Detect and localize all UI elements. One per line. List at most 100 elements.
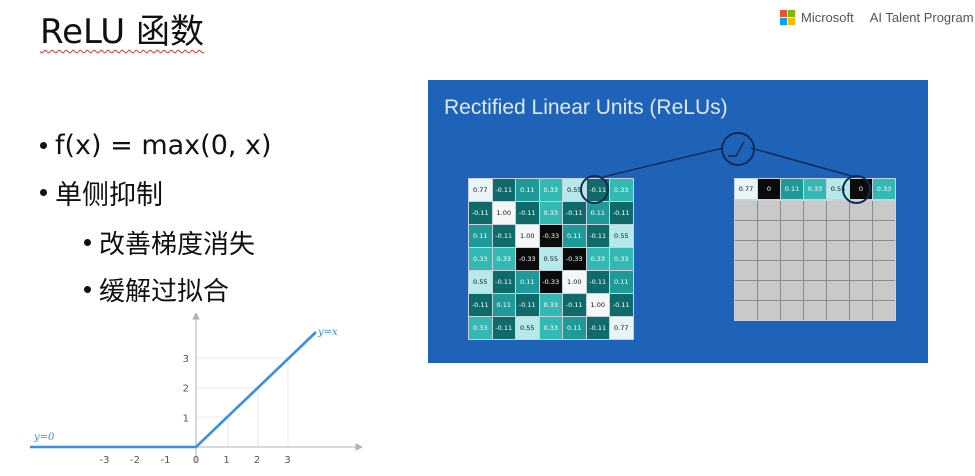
bullet-dot-icon [84, 239, 91, 246]
sub-bullet-item: 改善梯度消失 [84, 224, 272, 261]
empty-matrix-cell [850, 301, 872, 320]
matrix-cell: 0.33 [539, 179, 562, 201]
matrix-cell: 0.11 [516, 179, 539, 201]
matrix-cell: -0.11 [492, 271, 515, 293]
matrix-cell: 0.55 [563, 179, 586, 201]
x-axis-arrow-icon [355, 443, 364, 451]
empty-matrix-cell [873, 281, 895, 300]
empty-matrix-cell [827, 261, 849, 280]
empty-matrix-cell [873, 221, 895, 240]
output-feature-row: 0.77 0 0.11 0.33 0.55 0 0.33 [734, 178, 896, 200]
matrix-cell: -0.11 [586, 225, 609, 247]
bullet-text: f(x) = max(0, x) [55, 130, 272, 161]
matrix-cell: 0.33 [610, 179, 633, 201]
x-tick-label: 3 [284, 455, 290, 466]
empty-matrix-cell [804, 261, 826, 280]
y-axis-arrow-icon [192, 313, 200, 320]
empty-matrix-cell [781, 241, 803, 260]
matrix-cell: 0.33 [469, 248, 492, 270]
empty-matrix-cell [850, 201, 872, 220]
matrix-cell: -0.33 [539, 271, 562, 293]
empty-matrix-cell [735, 261, 757, 280]
logo-square-green [788, 10, 795, 17]
empty-matrix-cell [735, 301, 757, 320]
label-y-equals-x: y=x [317, 327, 338, 338]
matrix-cell: -0.11 [492, 179, 515, 201]
slide-title: ReLU 函数 [40, 12, 204, 52]
program-name: AI Talent Program [869, 10, 974, 25]
y-tick-labels: 1 2 3 [183, 354, 189, 424]
matrix-cell: 0.77 [735, 179, 757, 199]
empty-matrix-cell [873, 301, 895, 320]
matrix-cell: 1.00 [563, 271, 586, 293]
x-tick-label: 2 [254, 455, 260, 466]
matrix-cell: 0.77 [469, 179, 492, 201]
matrix-cell: 0.33 [492, 248, 515, 270]
highlight-circle-input [580, 175, 609, 204]
logo-square-blue [780, 18, 787, 25]
x-tick-label: -1 [161, 455, 171, 466]
matrix-cell: -0.11 [516, 202, 539, 224]
empty-matrix-cell [804, 221, 826, 240]
matrix-cell: -0.11 [469, 202, 492, 224]
x-tick-label: -3 [100, 455, 110, 466]
y-tick-label: 3 [183, 354, 189, 365]
matrix-cell: 0.11 [516, 271, 539, 293]
empty-matrix-cell [735, 221, 757, 240]
relu-node-icon [721, 132, 755, 166]
matrix-cell: 0.11 [563, 317, 586, 339]
empty-matrix-cell [781, 201, 803, 220]
empty-matrix-cell [781, 281, 803, 300]
connector-line-out [750, 147, 856, 178]
panel-title: Rectified Linear Units (ReLUs) [444, 96, 728, 119]
bullet-text: 单侧抑制 [55, 180, 163, 211]
matrix-cell: -0.11 [610, 202, 633, 224]
brand-logo: Microsoft AI Talent Program [780, 10, 974, 25]
relu-line [30, 331, 317, 449]
empty-matrix-cell [850, 281, 872, 300]
matrix-cell: -0.33 [516, 248, 539, 270]
matrix-cell: 0.11 [586, 202, 609, 224]
empty-matrix-cell [804, 241, 826, 260]
label-y-equals-0: y=0 [33, 432, 55, 443]
empty-matrix-cell [781, 261, 803, 280]
output-feature-map-empty [734, 200, 896, 321]
empty-matrix-cell [827, 241, 849, 260]
matrix-cell: 1.00 [516, 225, 539, 247]
matrix-cell: 0.33 [539, 317, 562, 339]
relu-illustration-panel: Rectified Linear Units (ReLUs) 0.77 -0.11… [428, 80, 928, 363]
matrix-cell: 0.33 [469, 317, 492, 339]
empty-matrix-cell [804, 301, 826, 320]
empty-matrix-cell [735, 201, 757, 220]
empty-matrix-cell [781, 301, 803, 320]
matrix-cell: -0.11 [516, 294, 539, 316]
empty-matrix-cell [873, 241, 895, 260]
empty-matrix-cell [758, 301, 780, 320]
matrix-cell: 0.11 [492, 294, 515, 316]
x-tick-labels: -3 -2 -1 0 1 2 3 [100, 455, 291, 466]
matrix-cell: 0 [758, 179, 780, 199]
matrix-cell: 0.33 [586, 248, 609, 270]
matrix-cell: 0.11 [469, 225, 492, 247]
bullet-text: 改善梯度消失 [99, 230, 256, 260]
empty-matrix-cell [781, 221, 803, 240]
empty-matrix-cell [850, 261, 872, 280]
matrix-cell: 0.77 [610, 317, 633, 339]
matrix-cell: -0.11 [586, 317, 609, 339]
y-tick-label: 1 [183, 413, 189, 424]
plot-gridlines [196, 357, 289, 447]
bullet-dot-icon [40, 189, 47, 196]
bullet-item: f(x) = max(0, x) [40, 130, 272, 161]
empty-matrix-cell [758, 201, 780, 220]
matrix-cell: -0.11 [563, 202, 586, 224]
matrix-cell: 0.33 [539, 294, 562, 316]
matrix-cell: 0.55 [610, 225, 633, 247]
x-tick-label: 0 [193, 455, 199, 466]
y-tick-label: 2 [183, 384, 189, 395]
matrix-cell: 1.00 [586, 294, 609, 316]
matrix-cell: -0.11 [563, 294, 586, 316]
matrix-cell: -0.11 [492, 317, 515, 339]
empty-matrix-cell [850, 221, 872, 240]
matrix-cell: -0.33 [563, 248, 586, 270]
empty-matrix-cell [804, 201, 826, 220]
